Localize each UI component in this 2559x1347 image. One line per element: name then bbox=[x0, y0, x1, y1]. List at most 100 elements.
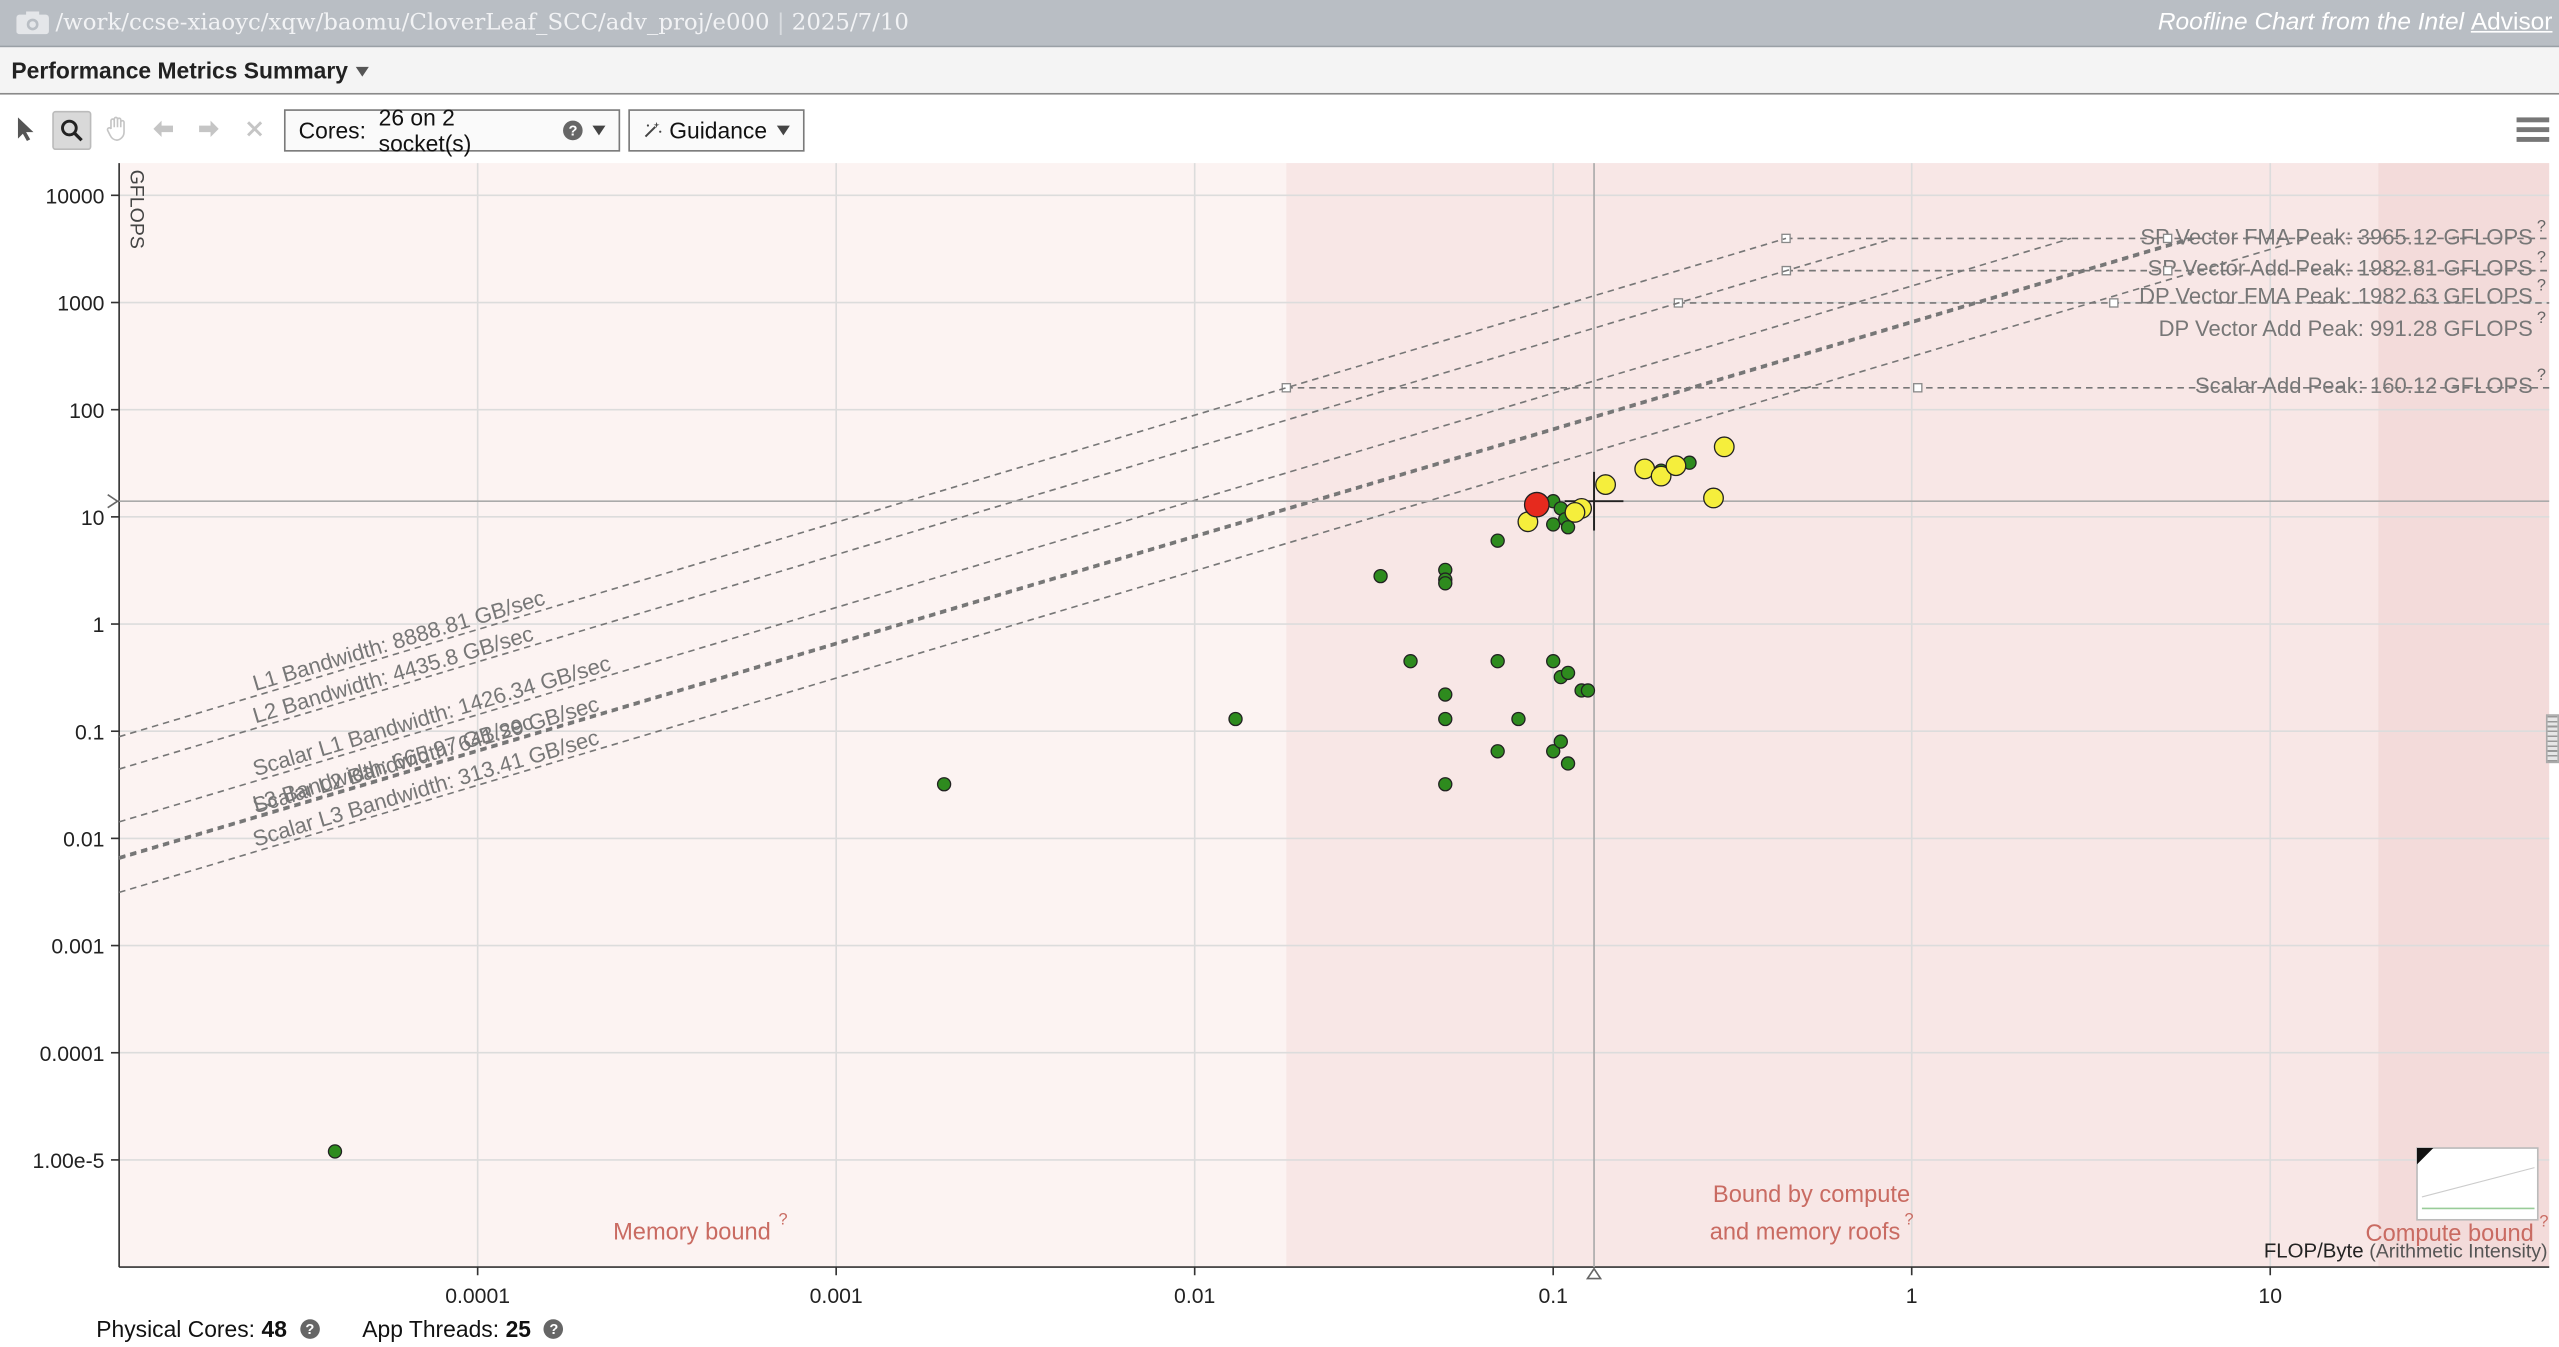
loop-point-green[interactable] bbox=[1438, 777, 1453, 792]
loop-point-red[interactable] bbox=[1523, 491, 1550, 518]
memory-roof bbox=[118, 237, 1787, 738]
x-tick-label: 10 bbox=[2258, 1285, 2282, 1308]
memory-roof bbox=[118, 237, 2196, 860]
loop-point-yellow[interactable] bbox=[1650, 465, 1672, 487]
y-tick-label: 0.0001 bbox=[40, 1043, 105, 1066]
loop-point-green[interactable] bbox=[1580, 683, 1596, 698]
loop-point-yellow[interactable] bbox=[1665, 455, 1687, 477]
loop-point-green[interactable] bbox=[1438, 711, 1453, 727]
help-icon[interactable]: ? bbox=[544, 1319, 564, 1339]
y-position-marker[interactable] bbox=[107, 494, 119, 509]
menu-icon[interactable] bbox=[2516, 117, 2550, 143]
guidance-dropdown[interactable]: Guidance bbox=[628, 109, 805, 152]
y-tick-label: 0.1 bbox=[75, 721, 104, 744]
loop-point-green[interactable] bbox=[1560, 520, 1576, 535]
loop-point-green[interactable] bbox=[1490, 654, 1505, 669]
chevron-down-icon bbox=[776, 125, 790, 136]
x-position-marker[interactable] bbox=[1585, 1267, 1603, 1280]
y-tick-label: 1000 bbox=[57, 293, 104, 316]
pointer-icon[interactable] bbox=[8, 111, 44, 147]
loop-point-yellow[interactable] bbox=[1703, 487, 1724, 509]
compute-roof-label: DP Vector Add Peak: 991.28 GFLOPS bbox=[2159, 316, 2533, 341]
y-tick-label: 100 bbox=[69, 400, 104, 423]
close-icon[interactable] bbox=[237, 111, 273, 147]
memory-roof bbox=[118, 237, 2308, 894]
loop-point-green[interactable] bbox=[1511, 711, 1526, 727]
roof-vertex-marker bbox=[1281, 383, 1292, 393]
compute-bound-label: Compute bound bbox=[2366, 1221, 2534, 1247]
loop-point-green[interactable] bbox=[1560, 665, 1576, 681]
help-icon[interactable]: ? bbox=[563, 120, 583, 141]
physical-cores-info: Physical Cores: 48? bbox=[96, 1316, 320, 1342]
memory-roof bbox=[118, 237, 2190, 859]
help-icon[interactable]: ? bbox=[300, 1319, 320, 1339]
project-path: /work/ccse-xiaoyc/xqw/baomu/CloverLeaf_S… bbox=[55, 9, 909, 36]
loop-point-green[interactable] bbox=[1546, 517, 1561, 532]
redo-icon[interactable] bbox=[191, 111, 227, 147]
loop-point-yellow[interactable] bbox=[1564, 501, 1586, 523]
loop-point-green[interactable] bbox=[1490, 744, 1505, 759]
magic-wand-icon bbox=[644, 121, 662, 138]
y-axis-title: GFLOPS bbox=[126, 170, 148, 249]
app-threads-info: App Threads: 25? bbox=[362, 1316, 564, 1342]
help-icon[interactable]: ? bbox=[2537, 249, 2546, 267]
loop-point-green[interactable] bbox=[1228, 711, 1243, 727]
loop-point-green[interactable] bbox=[936, 777, 952, 792]
loop-point-yellow[interactable] bbox=[1595, 474, 1617, 496]
cores-label: Cores: bbox=[298, 117, 366, 144]
y-tick-label: 1.00e-5 bbox=[33, 1150, 105, 1173]
help-icon[interactable]: ? bbox=[2537, 366, 2546, 384]
camera-icon[interactable] bbox=[16, 11, 49, 35]
roof-vertex-marker bbox=[2109, 298, 2119, 308]
compute-memory-bound-label-line2: and memory roofs bbox=[1710, 1219, 1901, 1245]
advisor-link[interactable]: Advisor bbox=[2470, 8, 2553, 36]
roofline-chart[interactable]: 0.0001 0.001 0.01 0.1 1 10 10000 1000 100 10 1 0.1 0… bbox=[0, 157, 2559, 1318]
compute-roof-label: Scalar Add Peak: 160.12 GFLOPS bbox=[2195, 373, 2533, 398]
memory-bound-label: Memory bound bbox=[613, 1219, 771, 1245]
roof-vertex-marker bbox=[2162, 233, 2173, 244]
roof-vertex-marker bbox=[1781, 233, 1791, 244]
loop-point-green[interactable] bbox=[1438, 576, 1453, 591]
loop-point-green[interactable] bbox=[327, 1144, 343, 1159]
loop-point-green[interactable] bbox=[1553, 734, 1568, 749]
help-icon[interactable]: ? bbox=[778, 1211, 787, 1229]
summary-bar: Performance Metrics Summary bbox=[0, 47, 2559, 95]
loop-point-green[interactable] bbox=[1546, 654, 1561, 669]
x-tick-label: 0.0001 bbox=[445, 1285, 510, 1308]
y-tick-label: 1 bbox=[93, 614, 105, 637]
help-icon[interactable]: ? bbox=[2537, 309, 2546, 327]
performance-metrics-summary-toggle[interactable]: Performance Metrics Summary bbox=[11, 57, 370, 83]
memory-bound-region bbox=[119, 163, 1287, 1268]
loop-point-yellow[interactable] bbox=[1713, 436, 1735, 458]
roof-vertex-marker bbox=[1913, 383, 1923, 393]
y-tick-label: 10 bbox=[81, 507, 105, 530]
hand-icon[interactable] bbox=[100, 111, 136, 147]
y-tick-label: 10000 bbox=[46, 185, 105, 208]
guidance-label: Guidance bbox=[669, 117, 768, 144]
loop-point-green[interactable] bbox=[1546, 744, 1561, 759]
help-icon[interactable]: ? bbox=[2539, 1212, 2548, 1230]
chart-minimap[interactable] bbox=[2416, 1147, 2539, 1221]
help-icon[interactable]: ? bbox=[2537, 276, 2546, 294]
compute-roof-label: SP Vector Add Peak: 1982.81 GFLOPS bbox=[2148, 256, 2533, 281]
help-icon[interactable]: ? bbox=[2537, 218, 2546, 236]
loop-point-green[interactable] bbox=[1403, 654, 1418, 669]
loop-point-green[interactable] bbox=[1560, 756, 1576, 771]
x-axis-title: FLOP/Byte (Arithmetic Intensity) bbox=[2264, 1240, 2548, 1262]
y-tick-label: 0.001 bbox=[51, 936, 104, 959]
loop-point-green[interactable] bbox=[1490, 533, 1505, 548]
advisor-brand: Roofline Chart from the Intel Advisor bbox=[2157, 8, 2553, 36]
compute-memory-bound-label-line1: Bound by compute bbox=[1713, 1182, 1910, 1208]
x-tick-label: 0.01 bbox=[1174, 1285, 1215, 1308]
chevron-down-icon bbox=[592, 125, 606, 136]
help-icon[interactable]: ? bbox=[1905, 1211, 1914, 1229]
resize-handle[interactable] bbox=[2545, 714, 2559, 764]
loop-point-green[interactable] bbox=[1373, 568, 1388, 584]
zoom-icon[interactable] bbox=[52, 110, 92, 151]
compute-roof-label: SP Vector FMA Peak: 3965.12 GFLOPS bbox=[2140, 225, 2533, 250]
undo-icon[interactable] bbox=[145, 111, 181, 147]
loop-point-green[interactable] bbox=[1438, 687, 1453, 702]
cores-dropdown[interactable]: Cores: 26 on 2 socket(s) ? bbox=[283, 104, 621, 157]
chevron-down-icon bbox=[356, 67, 370, 78]
x-tick-label: 0.001 bbox=[810, 1285, 863, 1308]
